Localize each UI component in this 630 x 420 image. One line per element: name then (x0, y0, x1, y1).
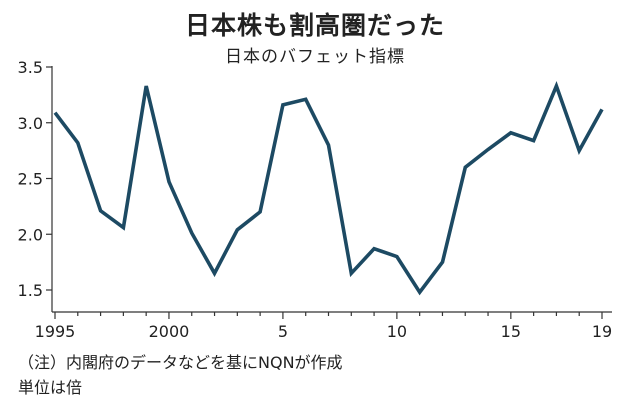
x-tick-label: 1995 (35, 322, 76, 341)
x-tick-label: 19 (592, 322, 612, 341)
series-group (53, 80, 604, 296)
footnote: （注）内閣府のデータなどを基にNQNが作成 単位は倍 (18, 350, 343, 400)
x-axis: 1995 2000 5 10 15 19 (35, 311, 612, 341)
source-note: （注）内閣府のデータなどを基にNQNが作成 (18, 353, 343, 372)
x-tick-label: 5 (278, 322, 288, 341)
unit-note: 単位は倍 (18, 378, 83, 397)
y-tick-label: 3.5 (18, 58, 43, 77)
y-axis: 1.5 2.0 2.5 3.0 3.5 (18, 58, 53, 312)
x-tick-label: 10 (387, 322, 407, 341)
x-tick-label: 15 (501, 322, 521, 341)
chart-title: 日本株も割高圏だった (184, 11, 445, 40)
y-tick-label: 2.0 (18, 225, 43, 244)
y-tick-label: 2.5 (18, 170, 43, 189)
series-line (53, 80, 604, 296)
x-tick-label: 2000 (149, 322, 190, 341)
y-tick-label: 3.0 (18, 114, 43, 133)
chart-subtitle: 日本のバフェット指標 (225, 47, 405, 67)
y-tick-label: 1.5 (18, 281, 43, 300)
